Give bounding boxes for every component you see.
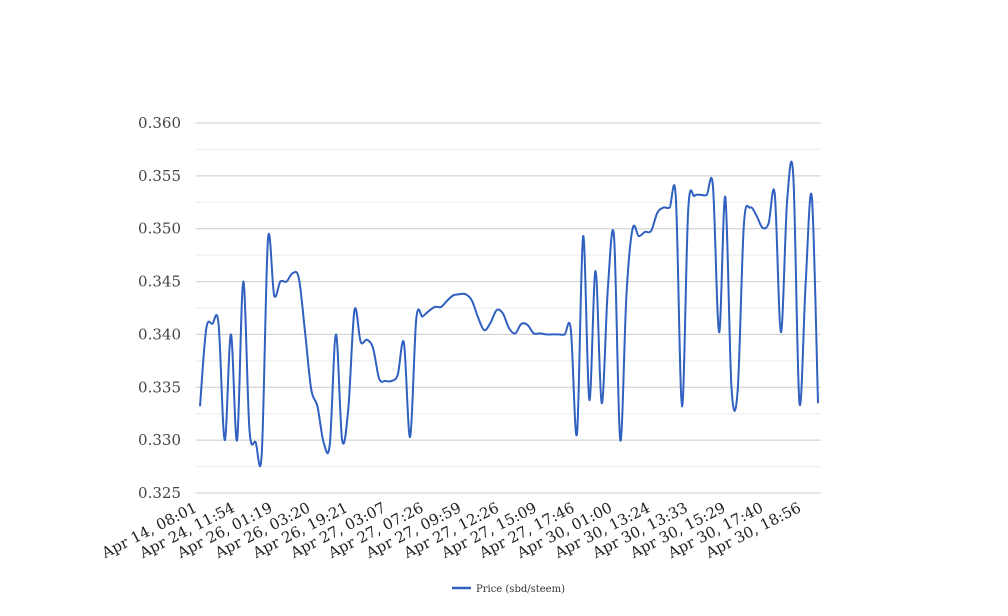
legend[interactable]: Price (sbd/steem) bbox=[452, 584, 565, 595]
y-tick-label: 0.340 bbox=[138, 325, 181, 343]
y-tick-label: 0.345 bbox=[138, 273, 181, 291]
y-tick-label: 0.355 bbox=[138, 167, 181, 185]
y-tick-label: 0.350 bbox=[138, 220, 181, 238]
legend-label: Price (sbd/steem) bbox=[476, 584, 565, 595]
y-tick-label: 0.330 bbox=[138, 431, 181, 449]
y-axis-ticks: 0.325 0.330 0.335 0.340 0.345 0.350 0.355 0.360 bbox=[138, 114, 181, 502]
series-line-price[interactable] bbox=[199, 160, 819, 467]
y-tick-label: 0.360 bbox=[138, 114, 181, 132]
series-group bbox=[199, 160, 819, 467]
y-tick-label: 0.325 bbox=[138, 484, 181, 502]
y-tick-label: 0.335 bbox=[138, 378, 181, 396]
grid-lines bbox=[196, 122, 821, 494]
